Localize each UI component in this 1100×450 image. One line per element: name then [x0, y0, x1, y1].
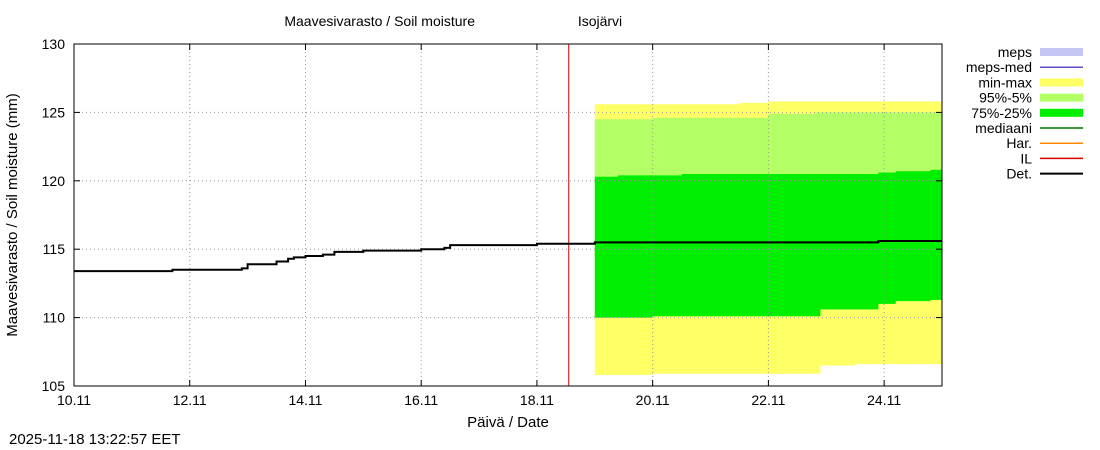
legend: mepsmeps-medmin-max95%-5%75%-25%mediaani… — [966, 44, 1083, 182]
x-axis-ticks: 10.11 12.11 14.11 16.11 18.11 20.11 22.11 24.11 — [57, 44, 901, 408]
legend-label-det: Det. — [1006, 166, 1032, 182]
forecast-bands — [594, 101, 942, 376]
y-tick-label: 130 — [42, 36, 66, 52]
grid-lines — [74, 44, 942, 386]
legend-label-p75_25: 75%-25% — [971, 105, 1032, 121]
x-tick-label: 10.11 — [57, 392, 91, 408]
station-name: Isojärvi — [578, 13, 622, 29]
x-axis-label: Päivä / Date — [467, 414, 549, 431]
series-lines — [74, 44, 942, 386]
legend-label-il: IL — [1020, 150, 1032, 166]
legend-swatch-min_max — [1040, 78, 1083, 87]
y-tick-label: 125 — [42, 104, 66, 120]
legend-label-meps_med: meps-med — [966, 59, 1032, 75]
legend-swatch-p75_25 — [1040, 108, 1083, 117]
x-tick-label: 18.11 — [520, 392, 554, 408]
x-tick-label: 22.11 — [751, 392, 785, 408]
x-tick-label: 14.11 — [288, 392, 322, 408]
x-tick-label: 12.11 — [173, 392, 207, 408]
x-tick-label: 24.11 — [867, 392, 901, 408]
x-tick-label: 16.11 — [404, 392, 438, 408]
legend-label-p95_5: 95%-5% — [979, 90, 1032, 106]
det-series-line — [74, 239, 942, 273]
legend-label-min_max: min-max — [978, 74, 1032, 90]
y-tick-label: 105 — [42, 378, 66, 394]
y-tick-label: 115 — [43, 241, 66, 257]
x-tick-label: 20.11 — [636, 392, 670, 408]
y-axis-label: Maavesivarasto / Soil moisture (mm) — [4, 93, 21, 336]
timestamp: 2025-11-18 13:22:57 EET — [9, 431, 181, 448]
plot-frame — [73, 43, 943, 387]
legend-swatch-p95_5 — [1040, 93, 1083, 102]
y-axis-ticks: 105 110 115 120 125 130 — [42, 36, 942, 394]
legend-label-meps: meps — [998, 44, 1032, 60]
chart-title: Maavesivarasto / Soil moisture — [284, 13, 475, 29]
y-tick-label: 110 — [43, 310, 66, 326]
legend-swatch-meps — [1040, 48, 1083, 56]
y-tick-label: 120 — [42, 173, 66, 189]
legend-label-mediaani: mediaani — [975, 120, 1032, 136]
legend-label-har: Har. — [1006, 135, 1032, 151]
